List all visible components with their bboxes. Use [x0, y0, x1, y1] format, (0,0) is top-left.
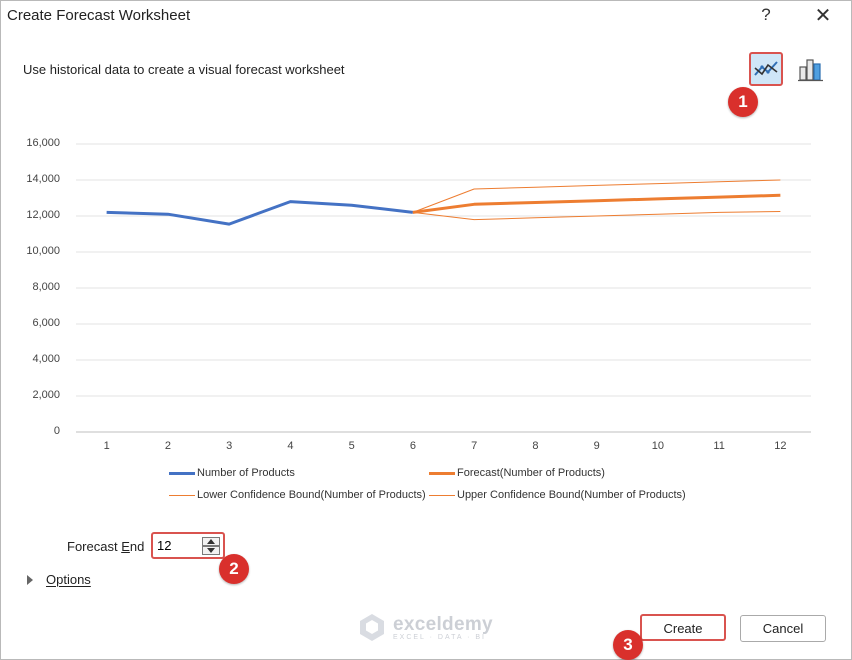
cancel-button[interactable]: Cancel	[740, 615, 826, 642]
x-tick-label: 6	[409, 440, 416, 452]
dialog-title: Create Forecast Worksheet	[7, 7, 191, 24]
step-badge-2: 2	[219, 554, 249, 584]
y-tick-label: 0	[53, 425, 60, 437]
arrow-down-icon	[207, 548, 215, 553]
legend-item-forecast: Forecast(Number of Products)	[429, 467, 605, 479]
y-tick-label: 8,000	[32, 281, 60, 293]
legend-item-upper-bound: Upper Confidence Bound(Number of Product…	[429, 489, 686, 501]
legend-swatch	[429, 494, 455, 496]
exceldemy-logo-icon	[360, 614, 384, 641]
series-line-0	[106, 200, 414, 226]
legend-swatch	[169, 471, 195, 475]
watermark-name: exceldemy	[393, 613, 493, 635]
y-tick-label: 16,000	[26, 137, 60, 149]
line-chart-button[interactable]	[749, 52, 783, 86]
series-line-2	[412, 211, 781, 221]
spin-up-button[interactable]	[202, 537, 220, 546]
options-label: Options	[46, 572, 91, 587]
close-button[interactable]: ✕	[814, 5, 832, 27]
x-tick-label: 5	[348, 440, 355, 452]
series-line-1	[412, 193, 781, 214]
column-chart-icon	[798, 59, 823, 82]
series-line-3	[412, 179, 781, 213]
x-tick-label: 3	[226, 440, 233, 452]
forecast-end-input[interactable]	[157, 537, 201, 554]
y-tick-label: 6,000	[32, 317, 60, 329]
x-tick-label: 2	[164, 440, 171, 452]
x-tick-label: 4	[287, 440, 294, 452]
y-tick-label: 10,000	[26, 245, 60, 257]
y-tick-label: 12,000	[26, 209, 60, 221]
options-expander[interactable]: Options	[27, 572, 91, 587]
arrow-up-icon	[207, 539, 215, 544]
help-button[interactable]: ?	[761, 5, 771, 24]
y-tick-label: 2,000	[32, 389, 60, 401]
forecast-end-stepper	[151, 532, 225, 559]
create-button[interactable]: Create	[640, 614, 726, 641]
legend-label: Forecast(Number of Products)	[457, 467, 605, 479]
spin-down-button[interactable]	[202, 546, 220, 555]
legend-swatch	[429, 471, 455, 475]
legend-item-number-of-products: Number of Products	[169, 467, 295, 479]
step-badge-3: 3	[613, 630, 643, 660]
watermark: exceldemy EXCEL · DATA · BI	[357, 612, 493, 642]
legend-label: Lower Confidence Bound(Number of Product…	[197, 489, 426, 501]
legend-item-lower-bound: Lower Confidence Bound(Number of Product…	[169, 489, 426, 501]
chevron-right-icon	[27, 574, 33, 585]
x-tick-label: 11	[713, 440, 725, 452]
dialog-description: Use historical data to create a visual f…	[23, 62, 345, 77]
x-tick-label: 8	[532, 440, 539, 452]
legend-label: Number of Products	[197, 467, 295, 479]
x-tick-label: 1	[103, 440, 110, 452]
column-chart-button[interactable]	[796, 54, 830, 88]
legend-label: Upper Confidence Bound(Number of Product…	[457, 489, 686, 501]
legend-swatch	[169, 494, 195, 496]
x-tick-label: 7	[471, 440, 478, 452]
x-tick-label: 12	[774, 440, 787, 452]
line-chart-icon	[754, 61, 778, 76]
step-badge-1: 1	[728, 87, 758, 117]
x-tick-label: 10	[651, 440, 664, 452]
watermark-tagline: EXCEL · DATA · BI	[393, 633, 486, 641]
y-tick-label: 14,000	[26, 173, 60, 185]
forecast-end-label: Forecast End	[67, 539, 145, 554]
y-tick-label: 4,000	[32, 353, 60, 365]
x-tick-label: 9	[593, 440, 600, 452]
